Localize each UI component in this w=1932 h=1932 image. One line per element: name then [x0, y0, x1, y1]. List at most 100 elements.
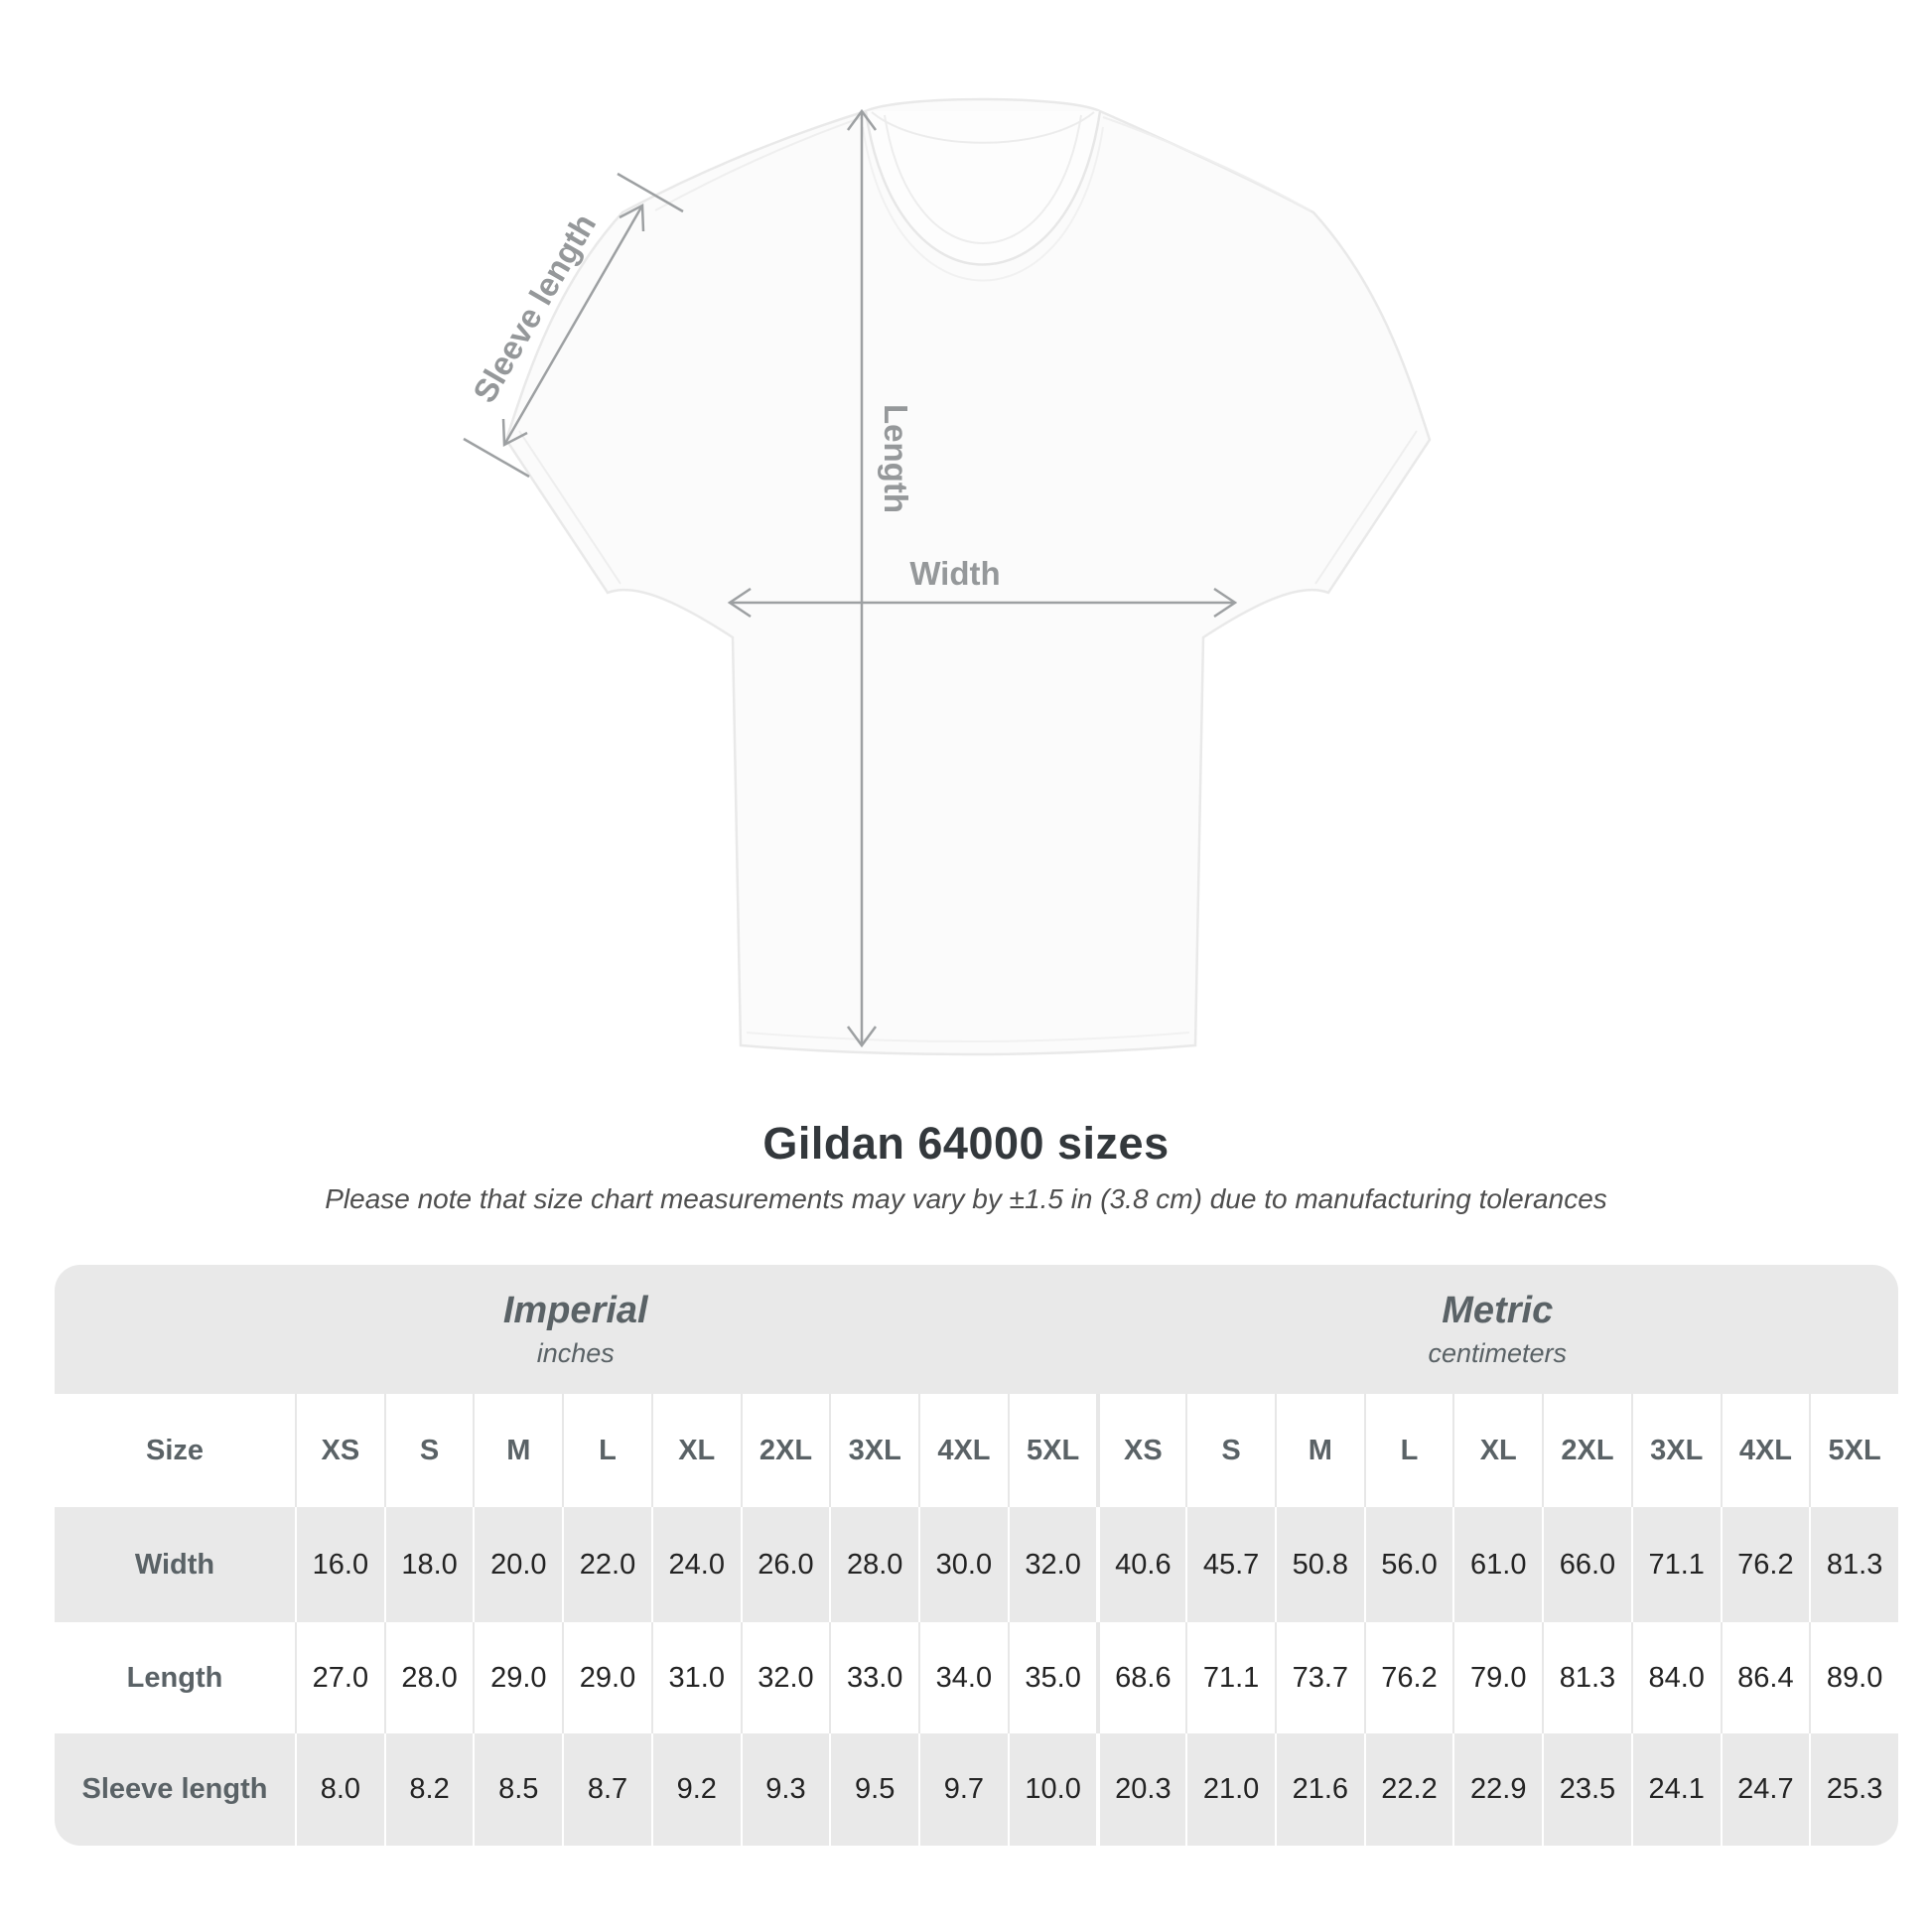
size-chart-table: Imperial inches Metric centimeters Size X… — [55, 1265, 1898, 1846]
cell-sleeve-length-metric-2xl: 23.5 — [1542, 1733, 1631, 1846]
cell-length-metric-l: 76.2 — [1363, 1622, 1453, 1733]
tshirt-illustration — [504, 97, 1432, 1056]
cell-length-metric-2xl: 81.3 — [1542, 1622, 1631, 1733]
size-header-imperial-s: S — [383, 1394, 474, 1507]
cell-width-imperial-l: 22.0 — [562, 1507, 651, 1622]
imperial-group-header: Imperial inches — [55, 1265, 1097, 1394]
size-column-header: Size — [145, 1434, 205, 1466]
row-label-width: Width — [134, 1548, 215, 1581]
cell-length-imperial-m: 29.0 — [473, 1622, 562, 1733]
tshirt-measurement-diagram: Sleeve length Length Width — [463, 97, 1432, 1056]
unit-group-header-row: Imperial inches Metric centimeters — [55, 1265, 1898, 1394]
cell-width-metric-3xl: 71.1 — [1630, 1507, 1721, 1622]
cell-width-metric-xs: 40.6 — [1096, 1507, 1185, 1622]
size-header-metric-3xl: 3XL — [1630, 1394, 1721, 1507]
cell-width-imperial-xl: 24.0 — [650, 1507, 741, 1622]
size-header-imperial-m: M — [473, 1394, 562, 1507]
size-header-metric-xl: XL — [1452, 1394, 1542, 1507]
cell-length-imperial-2xl: 32.0 — [740, 1622, 830, 1733]
cell-sleeve-length-metric-s: 21.0 — [1185, 1733, 1275, 1846]
cell-length-metric-xl: 79.0 — [1452, 1622, 1542, 1733]
cell-width-imperial-3xl: 28.0 — [829, 1507, 918, 1622]
table-row: Size XS S M L XL 2XL 3XL 4XL 5XL XS S M L XL 2XL 3XL 4XL 5… — [55, 1394, 1898, 1507]
cell-sleeve-length-imperial-3xl: 9.5 — [829, 1733, 918, 1846]
size-header-imperial-xs: XS — [295, 1394, 384, 1507]
cell-width-imperial-4xl: 30.0 — [918, 1507, 1008, 1622]
cell-sleeve-length-metric-5xl: 25.3 — [1809, 1733, 1898, 1846]
cell-length-imperial-xs: 27.0 — [295, 1622, 384, 1733]
size-header-imperial-2xl: 2XL — [740, 1394, 830, 1507]
cell-length-metric-3xl: 84.0 — [1630, 1622, 1721, 1733]
cell-length-imperial-3xl: 33.0 — [829, 1622, 918, 1733]
metric-units-label: centimeters — [1428, 1338, 1568, 1368]
size-header-metric-m: M — [1274, 1394, 1364, 1507]
cell-sleeve-length-imperial-4xl: 9.7 — [918, 1733, 1008, 1846]
table-row: Sleeve length 8.0 8.2 8.5 8.7 9.2 9.3 9.5 9.7 10.… — [55, 1733, 1898, 1846]
width-label: Width — [909, 555, 1000, 592]
size-header-metric-2xl: 2XL — [1542, 1394, 1631, 1507]
width-arrow — [727, 587, 1238, 619]
table-row: Length 27.0 28.0 29.0 29.0 31.0 32.0 33.0 34.0 35… — [55, 1622, 1898, 1733]
size-header-metric-4xl: 4XL — [1720, 1394, 1810, 1507]
cell-sleeve-length-imperial-xs: 8.0 — [295, 1733, 384, 1846]
cell-sleeve-length-imperial-m: 8.5 — [473, 1733, 562, 1846]
tshirt-diagram-svg: Sleeve length Length Width — [463, 97, 1432, 1056]
size-header-imperial-3xl: 3XL — [829, 1394, 918, 1507]
cell-length-imperial-s: 28.0 — [383, 1622, 474, 1733]
cell-width-metric-l: 56.0 — [1363, 1507, 1453, 1622]
cell-length-imperial-xl: 31.0 — [650, 1622, 741, 1733]
cell-width-imperial-s: 18.0 — [383, 1507, 474, 1622]
cell-width-metric-4xl: 76.2 — [1720, 1507, 1810, 1622]
table-row: Width 16.0 18.0 20.0 22.0 24.0 26.0 28.0 30.0 32.… — [55, 1507, 1898, 1622]
cell-sleeve-length-metric-3xl: 24.1 — [1630, 1733, 1721, 1846]
size-header-metric-5xl: 5XL — [1809, 1394, 1898, 1507]
length-label: Length — [878, 404, 914, 513]
size-header-imperial-5xl: 5XL — [1007, 1394, 1097, 1507]
size-header-imperial-l: L — [562, 1394, 651, 1507]
cell-width-metric-2xl: 66.0 — [1542, 1507, 1631, 1622]
size-header-imperial-4xl: 4XL — [918, 1394, 1008, 1507]
size-header-metric-xs: XS — [1096, 1394, 1185, 1507]
cell-sleeve-length-imperial-5xl: 10.0 — [1007, 1733, 1097, 1846]
cell-width-metric-s: 45.7 — [1185, 1507, 1275, 1622]
dimension-lines — [463, 108, 1238, 1048]
cell-sleeve-length-metric-4xl: 24.7 — [1720, 1733, 1810, 1846]
cell-sleeve-length-metric-xl: 22.9 — [1452, 1733, 1542, 1846]
cell-length-metric-5xl: 89.0 — [1809, 1622, 1898, 1733]
tolerance-note: Please note that size chart measurements… — [325, 1183, 1607, 1214]
cell-sleeve-length-imperial-l: 8.7 — [562, 1733, 651, 1846]
cell-sleeve-length-imperial-xl: 9.2 — [650, 1733, 741, 1846]
cell-sleeve-length-metric-m: 21.6 — [1274, 1733, 1364, 1846]
cell-length-metric-s: 71.1 — [1185, 1622, 1275, 1733]
cell-length-imperial-5xl: 35.0 — [1007, 1622, 1097, 1733]
imperial-label: Imperial — [502, 1290, 648, 1331]
cell-width-metric-xl: 61.0 — [1452, 1507, 1542, 1622]
page-title: Gildan 64000 sizes — [762, 1118, 1170, 1169]
size-table-body: Size XS S M L XL 2XL 3XL 4XL 5XL XS S M L XL 2XL 3XL 4XL 5… — [55, 1394, 1898, 1846]
cell-sleeve-length-metric-l: 22.2 — [1363, 1733, 1453, 1846]
sleeve-length-arrow — [463, 172, 684, 479]
cell-length-imperial-4xl: 34.0 — [918, 1622, 1008, 1733]
imperial-units-label: inches — [536, 1338, 615, 1368]
size-header-metric-s: S — [1185, 1394, 1275, 1507]
cell-width-imperial-2xl: 26.0 — [740, 1507, 830, 1622]
size-header-metric-l: L — [1363, 1394, 1453, 1507]
cell-width-imperial-xs: 16.0 — [295, 1507, 384, 1622]
cell-sleeve-length-metric-xs: 20.3 — [1096, 1733, 1185, 1846]
cell-length-imperial-l: 29.0 — [562, 1622, 651, 1733]
cell-width-imperial-5xl: 32.0 — [1007, 1507, 1097, 1622]
row-label-sleeve-length: Sleeve length — [81, 1773, 268, 1805]
cell-width-metric-m: 50.8 — [1274, 1507, 1364, 1622]
cell-sleeve-length-imperial-s: 8.2 — [383, 1733, 474, 1846]
cell-width-imperial-m: 20.0 — [473, 1507, 562, 1622]
cell-length-metric-m: 73.7 — [1274, 1622, 1364, 1733]
metric-label: Metric — [1442, 1290, 1554, 1331]
row-label-length: Length — [126, 1661, 223, 1694]
cell-width-metric-5xl: 81.3 — [1809, 1507, 1898, 1622]
cell-length-metric-xs: 68.6 — [1096, 1622, 1185, 1733]
metric-group-header: Metric centimeters — [1097, 1265, 1899, 1394]
length-arrow — [846, 108, 878, 1048]
size-header-imperial-xl: XL — [650, 1394, 741, 1507]
cell-sleeve-length-imperial-2xl: 9.3 — [740, 1733, 830, 1846]
